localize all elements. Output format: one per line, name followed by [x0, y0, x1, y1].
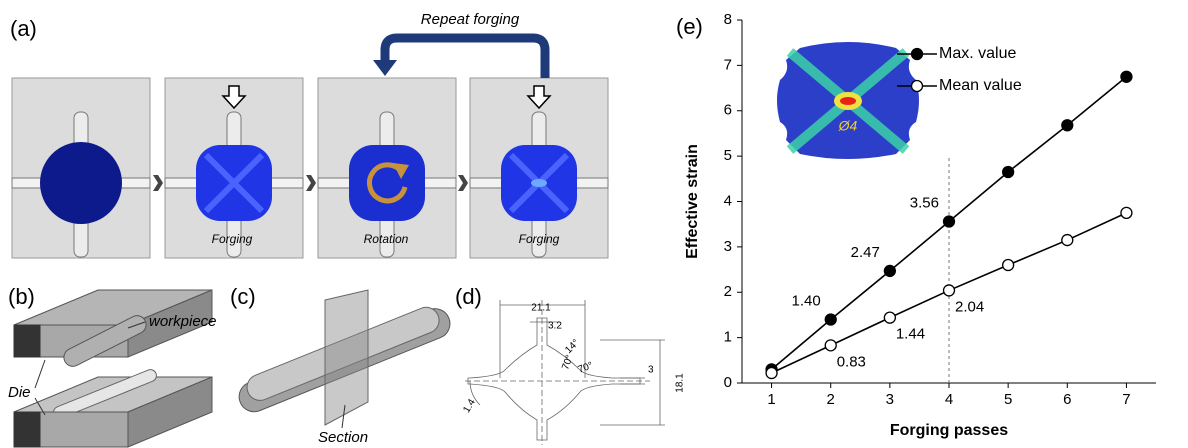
legend-label: Mean value — [939, 77, 1022, 94]
inset-image — [777, 42, 919, 159]
legend-marker — [912, 81, 923, 92]
dimension: 70° — [560, 353, 576, 371]
data-point — [1062, 120, 1073, 131]
strain-peak — [531, 179, 547, 187]
dimension: 18.1 — [675, 373, 686, 393]
data-point — [766, 368, 777, 379]
value-label: 2.47 — [851, 244, 880, 261]
dimension: 21.1 — [531, 303, 551, 314]
section-label: Section — [318, 429, 368, 446]
panel-label: (c) — [230, 284, 256, 309]
y-tick-label: 7 — [724, 56, 732, 73]
y-tick-label: 8 — [724, 11, 732, 28]
step-label: Forging — [519, 232, 560, 246]
data-point — [944, 285, 955, 296]
x-tick-label: 2 — [827, 391, 835, 408]
x-tick-label: 5 — [1004, 391, 1012, 408]
step-chevron — [458, 175, 468, 191]
step-chevron — [306, 175, 316, 191]
legend-label: Max. value — [939, 45, 1016, 62]
step-label: Forging — [212, 232, 253, 246]
die-label: Die — [8, 384, 31, 401]
value-label: 2.04 — [955, 298, 984, 315]
panel-label: (d) — [455, 284, 482, 309]
y-tick-label: 1 — [724, 329, 732, 346]
data-point — [1062, 235, 1073, 246]
data-point — [884, 312, 895, 323]
panel-label: (a) — [10, 16, 37, 41]
figure: (a) Repeat forging Forging Rotation Forg… — [0, 0, 1188, 448]
dimension: 3 — [648, 365, 654, 376]
y-tick-label: 2 — [724, 283, 732, 300]
legend-marker — [912, 49, 923, 60]
y-tick-label: 0 — [724, 374, 732, 391]
step-chevron — [153, 175, 163, 191]
data-point — [1003, 260, 1014, 271]
workpiece — [40, 142, 122, 224]
value-label: 1.44 — [896, 326, 925, 343]
y-tick-label: 3 — [724, 238, 732, 255]
x-tick-label: 1 — [767, 391, 775, 408]
value-label: 1.40 — [792, 292, 821, 309]
section-drawing — [235, 290, 455, 428]
panel-label: (b) — [8, 284, 35, 309]
y-tick-label: 6 — [724, 102, 732, 119]
x-tick-label: 4 — [945, 391, 953, 408]
y-tick-label: 5 — [724, 147, 732, 164]
data-point — [884, 265, 895, 276]
data-point — [825, 314, 836, 325]
data-point — [825, 340, 836, 351]
cross-section-drawing — [465, 300, 665, 445]
y-tick-label: 4 — [724, 192, 732, 209]
x-tick-label: 3 — [886, 391, 894, 408]
line-chart: 0 1 2 3 4 5 6 7 8 1 2 3 4 5 6 7 Forging passes Effective … — [684, 11, 1156, 439]
workpiece — [349, 145, 425, 221]
repeat-arrow — [385, 38, 545, 78]
data-point — [944, 216, 955, 227]
data-point — [1121, 71, 1132, 82]
x-tick-label: 6 — [1063, 391, 1071, 408]
workpiece-label: workpiece — [149, 313, 217, 330]
data-point — [1121, 207, 1132, 218]
repeat-arrowhead — [373, 60, 397, 76]
x-axis-label: Forging passes — [890, 422, 1008, 439]
x-tick-label: 7 — [1122, 391, 1130, 408]
forging-steps — [12, 78, 608, 258]
value-label: 0.83 — [837, 353, 866, 370]
dimension: 14° — [563, 337, 581, 355]
repeat-label: Repeat forging — [421, 11, 520, 28]
step-label: Rotation — [364, 232, 409, 246]
value-label: 3.56 — [910, 194, 939, 211]
dimension: 3.2 — [548, 321, 562, 332]
inset-label: Ø4 — [838, 118, 858, 134]
y-axis-label: Effective strain — [684, 144, 701, 259]
dimension: 70° — [577, 360, 595, 376]
data-point — [1003, 167, 1014, 178]
panel-label: (e) — [676, 14, 703, 39]
